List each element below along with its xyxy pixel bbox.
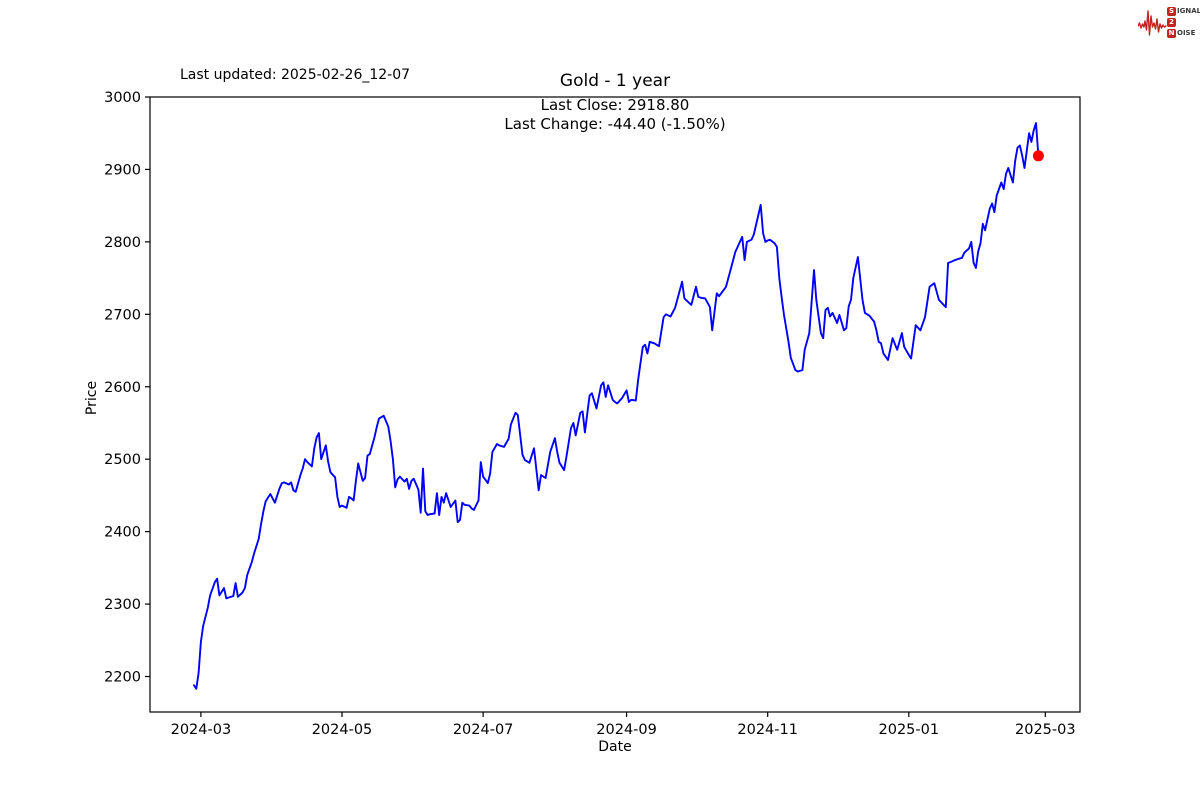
logo-signal-rest: IGNAL [1177, 7, 1200, 15]
y-tick-label: 2700 [104, 307, 141, 323]
x-axis-label: Date [598, 739, 632, 755]
y-tick-label: 2200 [104, 670, 141, 686]
x-tick-label: 2025-03 [1015, 722, 1076, 738]
logo-row-noise: N OISE [1167, 28, 1200, 39]
x-tick-label: 2024-07 [453, 722, 514, 738]
y-tick-label: 2900 [104, 162, 141, 178]
y-tick-label: 3000 [104, 90, 141, 106]
y-tick-label: 2600 [104, 380, 141, 396]
last-change-text: Last Change: -44.40 (-1.50%) [504, 115, 726, 133]
logo-noise-rest: OISE [1177, 29, 1196, 37]
x-tick-label: 2024-05 [312, 722, 373, 738]
logo-row-signal: S IGNAL [1167, 6, 1200, 17]
last-close-marker [1032, 150, 1044, 162]
last-stats-annotation: Last Close: 2918.80 Last Change: -44.40 … [150, 96, 1080, 134]
y-axis-label: Price [84, 380, 100, 416]
logo-text: S IGNAL 2 N OISE [1167, 6, 1200, 39]
price-line [193, 122, 1040, 690]
y-tick-label: 2400 [104, 525, 141, 541]
ecg-waveform-icon [1138, 10, 1167, 36]
plot-frame [149, 96, 1081, 713]
chart-title: Gold - 1 year [559, 71, 671, 91]
logo-box-2: 2 [1167, 18, 1176, 27]
y-tick-label: 2800 [104, 235, 141, 251]
signal2noise-logo: S IGNAL 2 N OISE [1138, 3, 1200, 43]
x-tick-label: 2024-11 [737, 722, 798, 738]
logo-box-n: N [1167, 29, 1176, 38]
x-tick-label: 2025-01 [879, 722, 940, 738]
last-updated-text: Last updated: 2025-02-26_12-07 [180, 67, 411, 83]
logo-row-2: 2 [1167, 17, 1200, 28]
x-tick-label: 2024-03 [171, 722, 232, 738]
last-close-text: Last Close: 2918.80 [540, 96, 690, 114]
y-tick-label: 2300 [104, 597, 141, 613]
y-tick-label: 2500 [104, 452, 141, 468]
x-tick-label: 2024-09 [596, 722, 657, 738]
logo-box-s: S [1167, 7, 1176, 16]
